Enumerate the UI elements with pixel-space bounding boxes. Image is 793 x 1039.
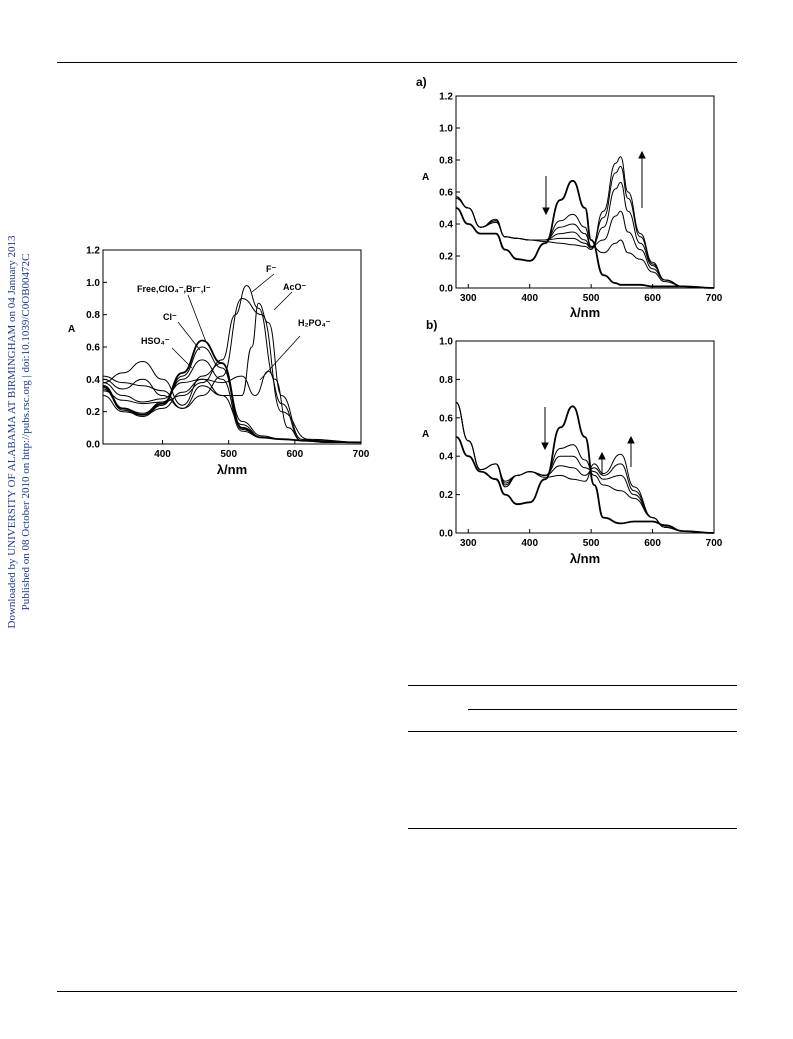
chart2-xtick-label: 600	[644, 293, 661, 304]
chart2-frame	[455, 95, 715, 289]
chart3-series	[455, 401, 715, 534]
chart3-xtick-label: 700	[706, 538, 723, 549]
chart3-ylabel: A	[422, 429, 429, 440]
chart3-yticks: 0.0 0.2 0.4 0.6 0.8 1.0	[439, 337, 460, 540]
chart3-xtick-label: 600	[644, 538, 661, 549]
table-sub-rule	[468, 709, 737, 710]
chart3-series-line	[455, 401, 715, 534]
chart2-ytick-label: 0.2	[439, 252, 453, 263]
leader-hydrogensulfate	[171, 347, 193, 369]
chart2-ytick-label: 0.8	[439, 156, 453, 167]
chart2-ytick-label: 0.0	[439, 284, 453, 295]
label-acetate: AcO⁻	[283, 282, 307, 292]
chart3-xticks: 300 400 500 600 700	[460, 529, 723, 549]
footer-rule	[57, 991, 737, 992]
chart2-ytick-label: 1.2	[439, 92, 453, 103]
chart1-ylabel: A	[68, 324, 75, 335]
header-rule	[57, 62, 737, 63]
chart1-series-line	[102, 297, 362, 443]
chart3-arrows	[541, 407, 635, 475]
chart1-ytick-label: 0.6	[86, 343, 100, 354]
chart3-ytick-label: 0.2	[439, 490, 453, 501]
up-arrow-small-head	[598, 451, 606, 460]
leader-chloride	[177, 321, 201, 351]
leader-acetate	[273, 291, 293, 311]
download-sidebar: Downloaded by UNIVERSITY OF ALABAMA AT B…	[5, 132, 45, 732]
chart2-ytick-label: 1.0	[439, 124, 453, 135]
label-chloride: Cl⁻	[163, 312, 177, 322]
chart1-ytick-label: 0.8	[86, 310, 100, 321]
chart1-series-line	[102, 302, 361, 443]
chart3-xlabel: λ/nm	[570, 551, 600, 566]
chart2-series-line	[455, 181, 715, 289]
chart1-xticks: 400 500 600 700	[154, 440, 370, 460]
chart1-series-line	[102, 285, 361, 443]
label-free: Free,ClO₄⁻,Br⁻,I⁻	[137, 284, 211, 294]
chart1-xtick-label: 600	[287, 449, 304, 460]
publication-line: Published on 08 October 2010 on http://p…	[20, 253, 32, 611]
chart2-ytick-label: 0.6	[439, 188, 453, 199]
chart3-xtick-label: 300	[460, 538, 477, 549]
chart2-ytick-label: 0.4	[439, 220, 453, 231]
chart2-series	[455, 156, 715, 289]
titration-chart-b: b) 0.0 0.2 0.4 0.6 0.8 1.0 300 400 500 600 700 λ/…	[422, 318, 723, 566]
label-hydrogensulfate: HSO₄⁻	[141, 336, 170, 346]
label-dihydrogenphosphate: H₂PO₄⁻	[298, 318, 331, 328]
chart2-arrows	[542, 150, 646, 216]
chart1-ytick-label: 0.4	[86, 375, 100, 386]
chart3-ytick-label: 0.6	[439, 413, 453, 424]
chart3-series-line	[455, 401, 715, 534]
chart3-series-line	[455, 405, 715, 534]
chart3-xtick-label: 500	[583, 538, 600, 549]
chart2-series-line	[455, 179, 715, 289]
chart2-xtick-label: 400	[521, 293, 538, 304]
chart2-ylabel: A	[422, 172, 429, 183]
panel-b-label: b)	[426, 318, 437, 332]
chart1-yticks: 0.0 0.2 0.4 0.6 0.8 1.0 1.2	[86, 246, 107, 451]
chart1-xtick-label: 500	[220, 449, 237, 460]
table-mid-rule	[408, 731, 737, 732]
chart1-series	[102, 285, 362, 444]
chart1-ytick-label: 1.2	[86, 246, 100, 257]
table-top-rule	[408, 685, 737, 686]
download-line: Downloaded by UNIVERSITY OF ALABAMA AT B…	[6, 235, 18, 629]
chart1-series-line	[102, 370, 361, 443]
anion-spectra-chart: 0.00.20.40.60.81.01.2 400 500 600 700 λ/nm …	[68, 246, 370, 478]
chart3-ytick-label: 1.0	[439, 337, 453, 348]
chart1-xtick-label: 400	[154, 449, 171, 460]
chart1-ytick-label: 1.0	[86, 278, 100, 289]
up-arrow-head	[627, 435, 635, 444]
chart3-ytick-label: 0.8	[439, 375, 453, 386]
chart3-ytick-label: 0.0	[439, 529, 453, 540]
chart2-xlabel: λ/nm	[570, 305, 600, 320]
chart1-ytick-label: 0.0	[86, 440, 100, 451]
leader-dihydrogenphosphate	[259, 335, 301, 381]
chart2-xtick-label: 300	[460, 293, 477, 304]
chart2-xtick-label: 700	[706, 293, 723, 304]
chart1-series-line	[102, 375, 362, 443]
down-arrow-head	[541, 442, 549, 451]
leader-free	[187, 294, 207, 343]
down-arrow-head	[542, 207, 550, 216]
panel-a-label: a)	[416, 75, 427, 89]
label-fluoride: F⁻	[266, 264, 276, 274]
chart1-xlabel: λ/nm	[217, 462, 247, 477]
chart1-xtick-label: 700	[353, 449, 370, 460]
up-arrow-head	[638, 150, 646, 159]
chart2-yticks: 0.0 0.2 0.4 0.6 0.8 1.0 1.2	[439, 92, 460, 295]
table-bottom-rule	[408, 828, 737, 829]
chart2-xticks: 300 400 500 600 700	[460, 284, 723, 304]
chart3-xtick-label: 400	[521, 538, 538, 549]
leader-fluoride	[251, 273, 275, 293]
chart1-axes: 0.0 0.2 0.4 0.6 0.8 1.0 1.2 400 500 600 700	[86, 246, 370, 461]
chart3-ytick-label: 0.4	[439, 452, 453, 463]
chart2-xtick-label: 500	[583, 293, 600, 304]
titration-chart-a: a) 0.0 0.2 0.4 0.6 0.8 1.0 1.2 300 400 500 600 700…	[416, 75, 723, 320]
chart1-ytick-label: 0.2	[86, 407, 100, 418]
chart2-series-line	[455, 196, 715, 289]
chart2-series-line	[455, 156, 715, 289]
